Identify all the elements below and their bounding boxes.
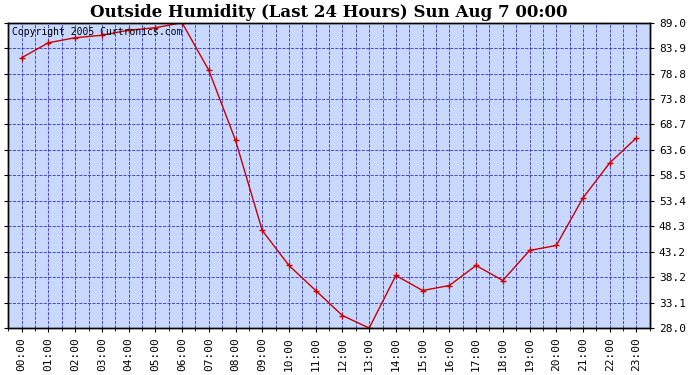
Text: Copyright 2005 Curtronics.com: Copyright 2005 Curtronics.com: [12, 27, 182, 37]
Title: Outside Humidity (Last 24 Hours) Sun Aug 7 00:00: Outside Humidity (Last 24 Hours) Sun Aug…: [90, 4, 568, 21]
